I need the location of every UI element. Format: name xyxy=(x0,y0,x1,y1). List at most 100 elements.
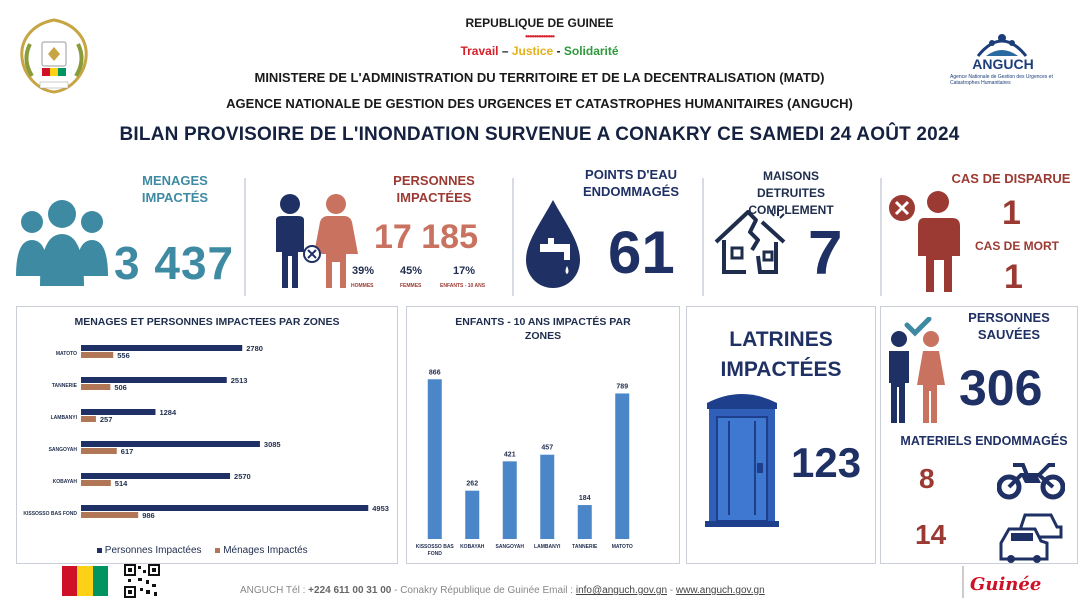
menages-value: 3 437 xyxy=(114,237,235,289)
footer-web-link[interactable]: www.anguch.gov.gn xyxy=(675,585,765,596)
eau-label-2: ENDOMMAGÉS xyxy=(582,184,680,199)
motos-value: 8 xyxy=(919,463,935,494)
divider xyxy=(962,566,964,598)
divider xyxy=(244,178,246,296)
data-label: 2780 xyxy=(246,344,263,353)
latrines-value: 123 xyxy=(791,439,862,486)
legend-swatch-personnes xyxy=(97,547,102,553)
category-label: TANNERIE xyxy=(52,383,78,389)
data-label: 514 xyxy=(115,479,128,488)
bar xyxy=(81,448,117,454)
bar xyxy=(427,379,442,539)
category-label: KISSOSSO BAS FOND xyxy=(23,511,77,517)
category-label: KISSOSSO BAS xyxy=(416,544,455,550)
chart-1-title: MENAGES ET PERSONNES IMPACTEES PAR ZONES xyxy=(74,316,340,328)
data-label: 457 xyxy=(541,445,553,452)
footer-middle: - Conakry République de Guinée Email : xyxy=(391,585,576,596)
qr-code-icon[interactable] xyxy=(124,564,160,598)
eau-value: 61 xyxy=(608,219,675,286)
sauvees-value: 306 xyxy=(959,360,1043,416)
national-motto: Travail – Justice - Solidarité xyxy=(0,44,1079,58)
divider xyxy=(702,178,704,296)
data-label: 866 xyxy=(429,369,441,376)
destroyed-house-icon xyxy=(714,208,786,274)
bar xyxy=(81,473,231,479)
decorative-stars: •••••••••••••••• xyxy=(525,32,555,41)
bar xyxy=(615,393,630,539)
personnes-caption: PERSONNES IMPACTÉES xyxy=(374,172,494,206)
latrines-caption: LATRINES IMPACTÉES xyxy=(687,325,875,385)
motto-solidarite: Solidarité xyxy=(563,44,619,58)
bar xyxy=(577,505,592,539)
horizontal-bar-chart: MATOTO 2780 556 TANNERIE 2513 506 LAMBANYI 1284… xyxy=(23,344,389,520)
mort-value: 1 xyxy=(1004,258,1023,296)
personnes-value: 17 185 xyxy=(374,218,478,256)
header: REPUBLIQUE DE GUINEE •••••••••••••••• Tr… xyxy=(0,0,1079,160)
maisons-label-1: MAISONS xyxy=(762,169,819,183)
anguch-logo-icon xyxy=(976,34,1028,57)
data-label: 257 xyxy=(100,415,113,424)
anguch-logo-subtitle: Agence Nationale de Gestion des Urgences… xyxy=(950,74,1053,86)
motto-sep-2: - xyxy=(553,44,564,58)
bar xyxy=(81,409,156,415)
latrines-panel: LATRINES IMPACTÉES 123 xyxy=(686,306,876,564)
category-label: TANNERIE xyxy=(572,544,598,550)
bar xyxy=(81,377,227,383)
motorcycle-icon xyxy=(997,463,1065,500)
personnes-label-1: PERSONNES xyxy=(393,173,475,188)
data-label: 3085 xyxy=(264,440,281,449)
pct-enfants: 17% xyxy=(453,265,476,277)
data-label: 421 xyxy=(504,451,516,458)
menages-label-1: MENAGES xyxy=(142,173,208,188)
mort-caption: CAS DE MORT xyxy=(975,239,1059,253)
guinea-flag-icon xyxy=(62,566,108,596)
menages-caption: MENAGES IMPACTÉS xyxy=(120,172,230,206)
data-label: 506 xyxy=(114,383,127,392)
eau-caption: POINTS D'EAU ENDOMMAGÉS xyxy=(566,166,696,200)
chart-2-title: ENFANTS - 10 ANS IMPACTÉS PAR ZONES xyxy=(455,316,631,342)
data-label: 2570 xyxy=(234,472,251,481)
bar xyxy=(81,416,96,422)
data-label: 2513 xyxy=(231,376,248,385)
pct-femmes: 45% xyxy=(400,265,423,277)
anguch-logo-name: ANGUCH xyxy=(972,56,1034,72)
bar xyxy=(81,352,114,358)
legend-swatch-menages xyxy=(215,547,221,553)
rescued-people-icon xyxy=(889,317,945,423)
data-label: 4953 xyxy=(372,504,389,513)
missing-person-icon xyxy=(889,191,960,292)
chart-1-legend: Personnes Impactées Ménages Impactés xyxy=(97,545,308,556)
enfants-chart-panel: ENFANTS - 10 ANS IMPACTÉS PAR ZONES 866 K… xyxy=(406,306,680,564)
data-label: 789 xyxy=(616,383,628,390)
sauvees-materiels-panel: PERSONNES SAUVÉES 306 MATERIELS ENDOMMAG… xyxy=(880,306,1078,564)
maisons-label-2: DETRUITES COMPLEMENT xyxy=(748,186,834,217)
lbl-enfants: ENFANTS - 10 ANS xyxy=(440,283,486,289)
category-label: MATOTO xyxy=(612,544,633,550)
footer-email-link[interactable]: info@anguch.gov.gn xyxy=(575,585,668,596)
maisons-caption: MAISONS DETRUITES COMPLEMENT xyxy=(716,168,866,219)
motto-sep-1: – xyxy=(498,44,512,58)
cars-icon xyxy=(999,513,1063,563)
sauvees-label-1: PERSONNES xyxy=(968,310,1050,325)
footer-contact: ANGUCH Tél : +224 611 00 31 00 - Conakry… xyxy=(240,585,765,596)
pct-hommes: 39% xyxy=(352,265,375,277)
ministry-name: MINISTERE DE L'ADMINISTRATION DU TERRITO… xyxy=(254,70,825,85)
bar xyxy=(81,345,243,351)
data-label: 184 xyxy=(579,495,591,502)
eau-label-1: POINTS D'EAU xyxy=(585,167,677,182)
coat-of-arms-icon xyxy=(20,18,88,94)
bar xyxy=(502,461,517,539)
people-group-icon xyxy=(16,200,108,286)
data-label: 617 xyxy=(121,447,134,456)
materiels-caption: MATERIELS ENDOMMAGÉS xyxy=(900,434,1068,448)
voitures-value: 14 xyxy=(915,519,947,550)
data-label: 556 xyxy=(117,351,130,360)
water-drop-tap-icon xyxy=(526,200,580,288)
data-label: 262 xyxy=(466,481,478,488)
data-label: 986 xyxy=(142,511,155,520)
page-title: BILAN PROVISOIRE DE L'INONDATION SURVENU… xyxy=(119,124,960,145)
maisons-value: 7 xyxy=(808,219,843,288)
category-label: SANGOYAH xyxy=(49,447,78,453)
motto-justice: Justice xyxy=(511,44,554,58)
